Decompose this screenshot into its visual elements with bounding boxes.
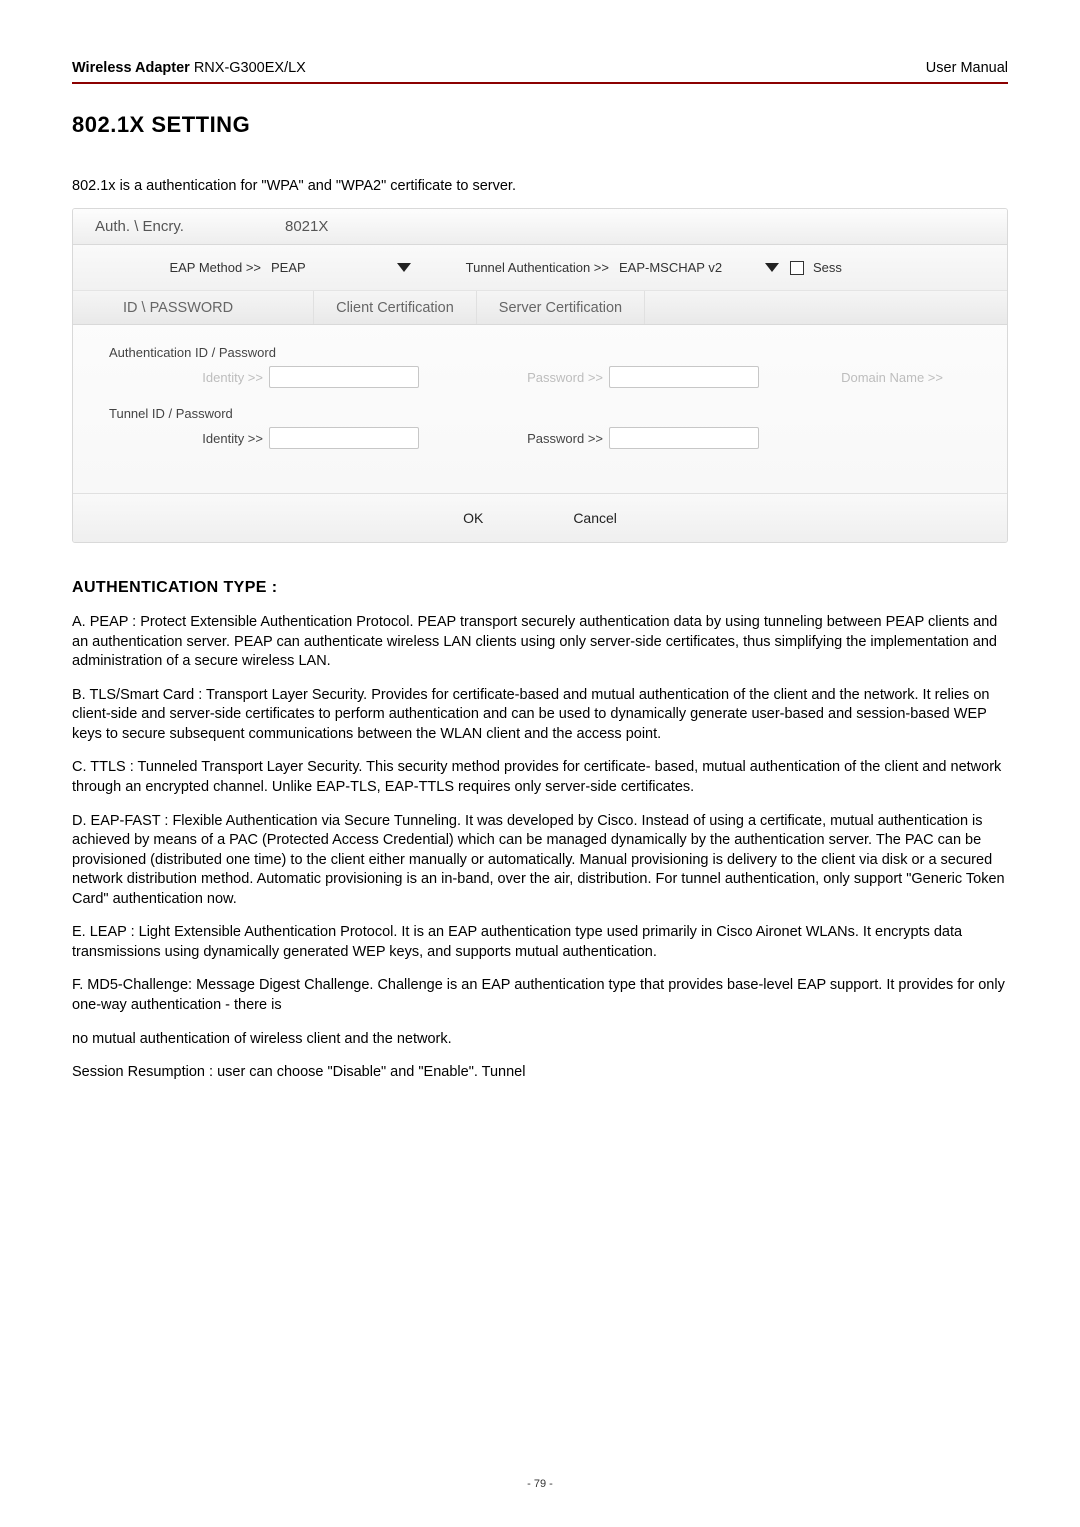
tab-bar: ID \ PASSWORD Client Certification Serve… (73, 291, 1007, 325)
tunnel-password-label: Password >> (419, 431, 609, 446)
section-title: AUTHENTICATION TYPE : (72, 579, 1008, 597)
auth-row: Identity >> Password >> Domain Name >> (109, 366, 971, 388)
auth-encry-value: 8021X (285, 218, 328, 235)
legend-tunnel-id: Tunnel ID / Password (109, 406, 971, 421)
session-label: Sess (813, 260, 842, 275)
tunnel-identity-input[interactable] (269, 427, 419, 449)
settings-panel: Auth. \ Encry. 8021X EAP Method >> PEAP … (72, 208, 1008, 543)
header-product-model: RNX-G300EX/LX (190, 60, 306, 76)
para-e: E. LEAP : Light Extensible Authenticatio… (72, 923, 1008, 962)
form-area: Authentication ID / Password Identity >>… (73, 325, 1007, 493)
chevron-down-icon[interactable] (765, 263, 779, 272)
para-h: Session Resumption : user can choose "Di… (72, 1063, 1008, 1083)
eap-method-dropdown[interactable]: PEAP (271, 260, 306, 275)
para-g: no mutual authentication of wireless cli… (72, 1030, 1008, 1050)
page-header: Wireless Adapter RNX-G300EX/LX User Manu… (72, 60, 1008, 84)
para-c: C. TTLS : Tunneled Transport Layer Secur… (72, 758, 1008, 797)
para-d: D. EAP-FAST : Flexible Authentication vi… (72, 812, 1008, 910)
tunnel-row: Identity >> Password >> (109, 427, 971, 449)
page-title: 802.1X SETTING (72, 112, 1008, 138)
auth-encry-label: Auth. \ Encry. (95, 218, 285, 235)
method-row: EAP Method >> PEAP Tunnel Authentication… (73, 245, 1007, 291)
tab-id-password[interactable]: ID \ PASSWORD (73, 291, 314, 324)
page-number: - 79 - (0, 1478, 1080, 1490)
session-checkbox[interactable] (790, 261, 804, 275)
para-f: F. MD5-Challenge: Message Digest Challen… (72, 976, 1008, 1015)
tunnel-password-input[interactable] (609, 427, 759, 449)
tunnel-auth-dropdown[interactable]: EAP-MSCHAP v2 (619, 260, 722, 275)
legend-auth-id: Authentication ID / Password (109, 345, 971, 360)
header-right: User Manual (926, 60, 1008, 76)
eap-method-label: EAP Method >> (169, 260, 261, 275)
cancel-button[interactable]: Cancel (573, 510, 617, 526)
auth-password-label: Password >> (419, 370, 609, 385)
button-row: OK Cancel (73, 493, 1007, 542)
tab-client-cert[interactable]: Client Certification (314, 291, 477, 324)
tunnel-auth-label: Tunnel Authentication >> (466, 260, 609, 275)
auth-identity-label: Identity >> (109, 370, 269, 385)
ok-button[interactable]: OK (463, 510, 483, 526)
tunnel-identity-label: Identity >> (109, 431, 269, 446)
auth-domain-label: Domain Name >> (759, 370, 949, 385)
para-a: A. PEAP : Protect Extensible Authenticat… (72, 613, 1008, 672)
chevron-down-icon[interactable] (397, 263, 411, 272)
intro-text: 802.1x is a authentication for "WPA" and… (72, 178, 1008, 194)
auth-password-input[interactable] (609, 366, 759, 388)
auth-identity-input[interactable] (269, 366, 419, 388)
tab-server-cert[interactable]: Server Certification (477, 291, 645, 324)
para-b: B. TLS/Smart Card : Transport Layer Secu… (72, 686, 1008, 745)
header-left: Wireless Adapter RNX-G300EX/LX (72, 60, 306, 76)
panel-header-row: Auth. \ Encry. 8021X (73, 209, 1007, 245)
header-product-bold: Wireless Adapter (72, 60, 190, 76)
